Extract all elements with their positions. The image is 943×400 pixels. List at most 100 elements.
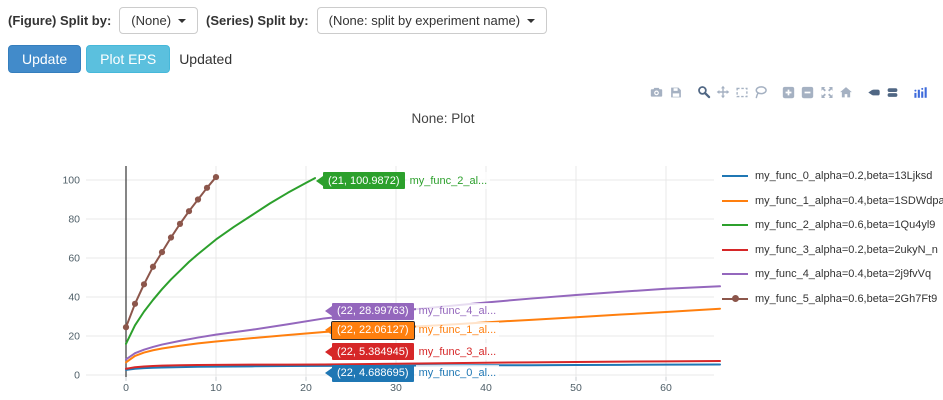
legend-item[interactable]: my_func_4_alpha=0.4,beta=2j9fvVq: [722, 262, 943, 287]
series-marker: [122, 324, 130, 331]
series-marker: [167, 234, 175, 241]
hover-series-name: my_func_3_al...: [415, 343, 500, 361]
split-controls-row: (Figure) Split by: (None) (Series) Split…: [8, 7, 548, 34]
zoom-icon: [697, 85, 711, 99]
hover-caret-icon: [325, 346, 332, 357]
series-marker: [212, 173, 220, 181]
figure-split-label: (Figure) Split by:: [8, 13, 112, 28]
modebar-group: [694, 84, 770, 100]
autoscale-button[interactable]: [817, 84, 836, 100]
pan-icon: [716, 85, 730, 99]
legend-line-sample: [722, 175, 748, 178]
legend-marker-dot: [732, 295, 739, 303]
y-tick-label: 60: [68, 253, 80, 265]
hover-value-tag: (22, 4.688695): [332, 364, 414, 382]
series-marker: [140, 281, 148, 288]
plotly-logo-button[interactable]: [911, 84, 930, 100]
plotly-logo-icon: [913, 85, 928, 99]
zoom-in-icon: [782, 86, 795, 99]
hover-caret-icon: [325, 325, 332, 336]
legend-line-sample: [722, 224, 748, 227]
zoom-in-button[interactable]: [779, 84, 798, 100]
x-tick-label: 20: [300, 382, 312, 394]
hover-label: (22, 4.688695) my_func_0_al...: [325, 364, 500, 382]
series-marker: [203, 184, 211, 191]
modebar-group: [864, 84, 902, 100]
update-button[interactable]: Update: [8, 45, 82, 73]
series-marker: [158, 249, 166, 256]
zoom-button[interactable]: [694, 84, 713, 100]
legend-item[interactable]: my_func_5_alpha=0.6,beta=2Gh7Ft9: [722, 287, 943, 312]
legend-line-sample: [722, 295, 748, 303]
series-line-my_func_3_alpha=0.2: [125, 359, 721, 370]
y-tick-label: 80: [68, 214, 80, 226]
legend-label: my_func_2_alpha=0.6,beta=1Qu4yl9: [755, 219, 936, 232]
x-tick-label: 60: [660, 382, 672, 394]
hover-label: (22, 22.06127) my_func_1_al...: [325, 320, 500, 340]
plotly-modebar: [638, 84, 930, 100]
modebar-group: [911, 84, 930, 100]
hover-value-tag: (22, 5.384945): [332, 343, 414, 361]
legend-line-sample: [722, 199, 748, 202]
series-split-dropdown[interactable]: (None: split by experiment name): [316, 7, 548, 34]
home-button[interactable]: [836, 84, 855, 100]
legend-label: my_func_5_alpha=0.6,beta=2Gh7Ft9: [755, 292, 938, 305]
legend-item[interactable]: my_func_3_alpha=0.2,beta=2ukyN_n: [722, 238, 943, 263]
lasso-icon: [754, 85, 768, 99]
camera-button[interactable]: [647, 84, 666, 100]
series-split-value: (None: split by experiment name): [328, 13, 521, 28]
legend-line-sample: [722, 248, 748, 251]
actions-row: Update Plot EPS Updated: [8, 45, 232, 73]
series-split-label: (Series) Split by:: [206, 13, 309, 28]
hover-compare-button[interactable]: [883, 84, 902, 100]
zoom-out-button[interactable]: [798, 84, 817, 100]
hover-closest-button[interactable]: [864, 84, 883, 100]
save-button[interactable]: [666, 84, 685, 100]
hover-label: (22, 5.384945) my_func_3_al...: [325, 343, 500, 361]
legend-label: my_func_3_alpha=0.2,beta=2ukyN_n: [755, 243, 938, 256]
series-marker: [149, 263, 157, 270]
legend-item[interactable]: my_func_2_alpha=0.6,beta=1Qu4yl9: [722, 213, 943, 238]
plot-eps-button[interactable]: Plot EPS: [86, 45, 171, 73]
series-line-my_func_2_alpha=0.6: [125, 177, 316, 345]
lasso-button[interactable]: [751, 84, 770, 100]
x-tick-label: 50: [570, 382, 582, 394]
hover-value-tag: (21, 100.9872): [323, 172, 405, 190]
legend-label: my_func_1_alpha=0.4,beta=1SDWdpa: [755, 194, 943, 207]
legend-label: my_func_4_alpha=0.4,beta=2j9fvVq: [755, 268, 932, 281]
box-select-button[interactable]: [732, 84, 751, 100]
chart-legend: my_func_0_alpha=0.2,beta=13Ljksd my_func_…: [722, 164, 943, 311]
series-line-my_func_0_alpha=0.2: [125, 363, 721, 371]
chart-title: None: Plot: [411, 111, 475, 126]
figure-split-dropdown[interactable]: (None): [119, 7, 199, 34]
pan-button[interactable]: [713, 84, 732, 100]
hover-label: (21, 100.9872) my_func_2_al...: [316, 172, 491, 190]
series-line-my_func_5_alpha=0.6: [125, 176, 217, 329]
hover-series-name: my_func_4_al...: [415, 302, 500, 320]
chevron-down-icon: [178, 18, 187, 23]
hover-series-name: my_func_1_al...: [415, 321, 500, 339]
box-select-icon: [735, 86, 749, 99]
modebar-group: [647, 84, 685, 100]
line-chart: 0 20 40 60 80 100 0 10 20 30 40 50 60: [62, 166, 721, 394]
legend-item[interactable]: my_func_1_alpha=0.4,beta=1SDWdpa: [722, 189, 943, 214]
series-line-my_func_1_alpha=0.4: [125, 307, 721, 364]
hover-compare-icon: [885, 86, 900, 99]
camera-icon: [649, 86, 664, 99]
series-marker: [194, 196, 202, 203]
hover-closest-icon: [866, 86, 882, 99]
series-marker: [131, 300, 139, 307]
hover-label: (22, 28.99763) my_func_4_al...: [325, 302, 500, 320]
x-tick-label: 40: [480, 382, 492, 394]
hover-value-tag: (22, 22.06127): [331, 320, 415, 340]
modebar-group: [779, 84, 855, 100]
zoom-out-icon: [801, 86, 814, 99]
hover-caret-icon: [316, 175, 323, 186]
figure-split-value: (None): [131, 13, 172, 28]
y-tick-label: 0: [74, 370, 80, 382]
x-tick-label: 0: [123, 382, 129, 394]
legend-label: my_func_0_alpha=0.2,beta=13Ljksd: [755, 170, 933, 183]
legend-item[interactable]: my_func_0_alpha=0.2,beta=13Ljksd: [722, 164, 943, 189]
legend-line-sample: [722, 273, 748, 276]
